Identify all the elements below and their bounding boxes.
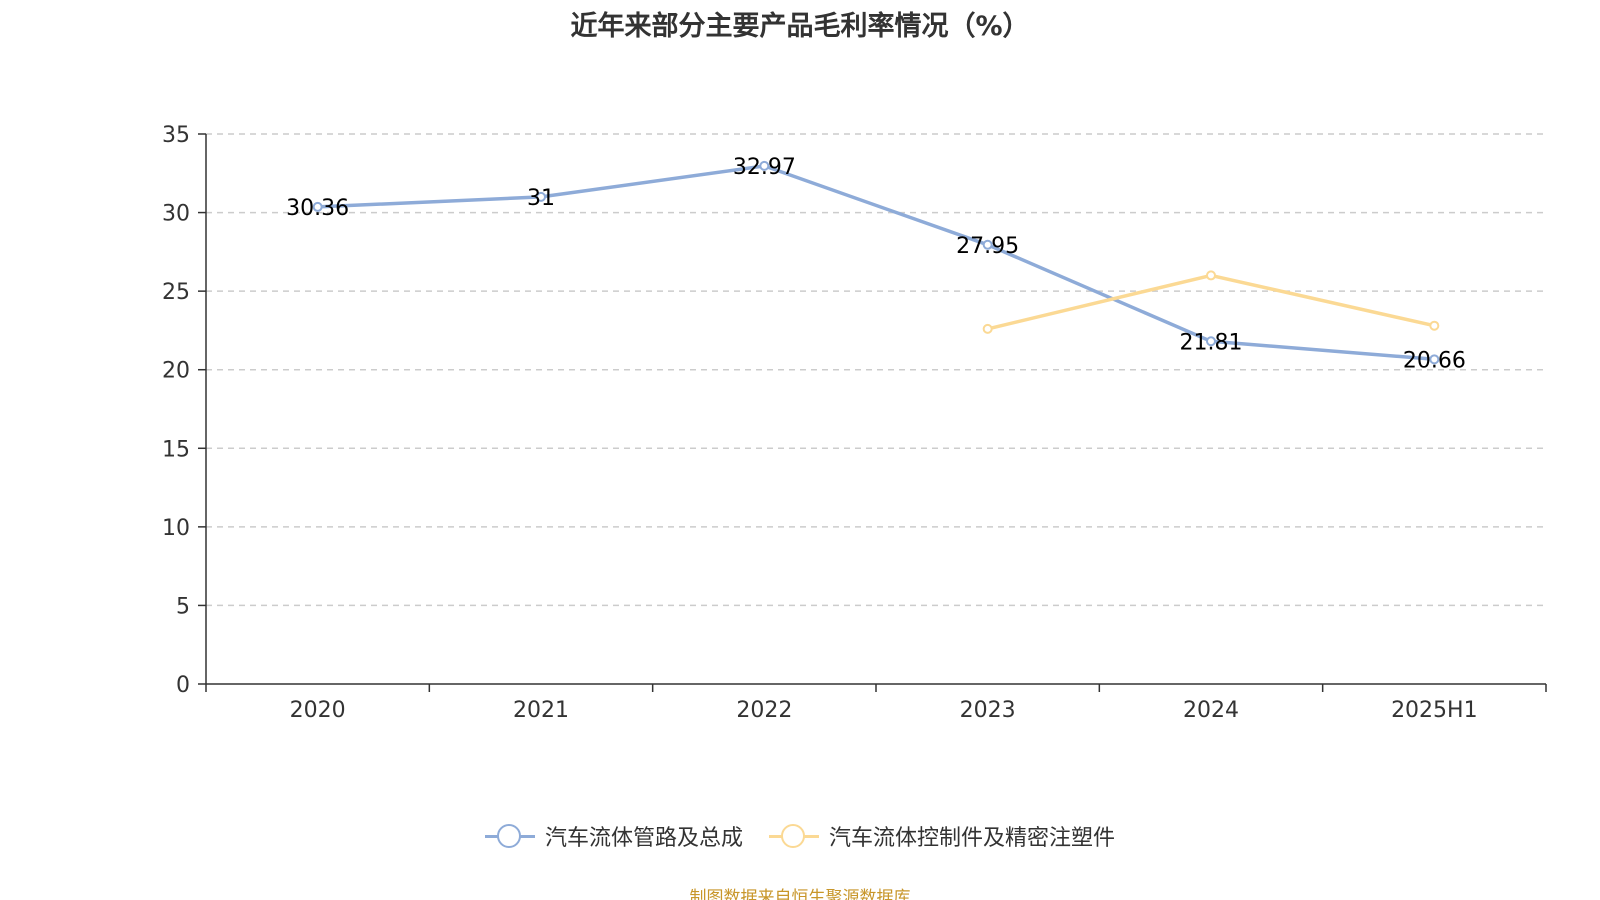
y-tick-label-0: 0 <box>176 673 190 698</box>
x-tick-label-2024: 2024 <box>1183 698 1239 723</box>
y-tick-label-20: 20 <box>162 359 190 384</box>
chart-legend: 汽车流体管路及总成 汽车流体控制件及精密注塑件 <box>0 820 1600 852</box>
data-point-series-1-2024 <box>1206 336 1216 347</box>
data-point-series-1-2021 <box>536 191 546 202</box>
data-label-series-1-2021: 31 <box>527 186 555 211</box>
series-line-1 <box>317 164 1435 362</box>
chart-title: 近年来部分主要产品毛利率情况（%） <box>570 11 1030 42</box>
data-point-series-1-2020 <box>312 201 323 212</box>
x-tick-label-2022: 2022 <box>736 698 792 723</box>
x-tick-label-2025H1: 2025H1 <box>1391 698 1478 723</box>
y-tick-label-15: 15 <box>162 437 190 462</box>
data-label-series-1-2022: 32.97 <box>733 155 796 180</box>
legend-item-series-1[interactable]: 汽车流体管路及总成 <box>484 820 743 852</box>
data-point-series-2-2024 <box>1206 270 1216 281</box>
y-tick-label-30: 30 <box>162 202 190 227</box>
data-label-series-1-2023: 27.95 <box>956 234 1019 259</box>
x-tick-label-2023: 2023 <box>960 698 1016 723</box>
legend-item-series-2[interactable]: 汽车流体控制件及精密注塑件 <box>769 820 1115 852</box>
legend-swatch-series-1 <box>484 823 535 849</box>
legend-label-series-1: 汽车流体管路及总成 <box>544 826 743 851</box>
y-tick-label-10: 10 <box>162 516 190 541</box>
data-point-series-1-2023 <box>982 239 993 250</box>
series-line-2 <box>987 273 1435 331</box>
x-tick-label-2020: 2020 <box>290 698 346 723</box>
data-label-series-1-2020: 30.36 <box>286 196 349 221</box>
legend-swatch-series-2 <box>769 823 819 849</box>
data-label-series-1-2025H1: 20.66 <box>1403 348 1466 373</box>
legend-circle-icon-series-1 <box>496 824 521 848</box>
source-note: 制图数据来自恒生聚源数据库 <box>689 888 911 900</box>
x-tick-label-2021: 2021 <box>513 698 569 723</box>
legend-label-series-2: 汽车流体控制件及精密注塑件 <box>829 826 1116 851</box>
y-tick-label-5: 5 <box>176 594 190 619</box>
data-point-series-2-2023 <box>982 323 993 334</box>
y-tick-label-35: 35 <box>162 123 190 148</box>
data-label-series-1-2024: 21.81 <box>1180 330 1243 355</box>
data-point-series-2-2025H1 <box>1429 320 1440 331</box>
data-point-series-1-2022 <box>759 160 770 171</box>
legend-circle-icon-series-2 <box>781 824 805 848</box>
data-point-series-1-2025H1 <box>1429 354 1440 365</box>
y-tick-label-25: 25 <box>162 280 190 305</box>
